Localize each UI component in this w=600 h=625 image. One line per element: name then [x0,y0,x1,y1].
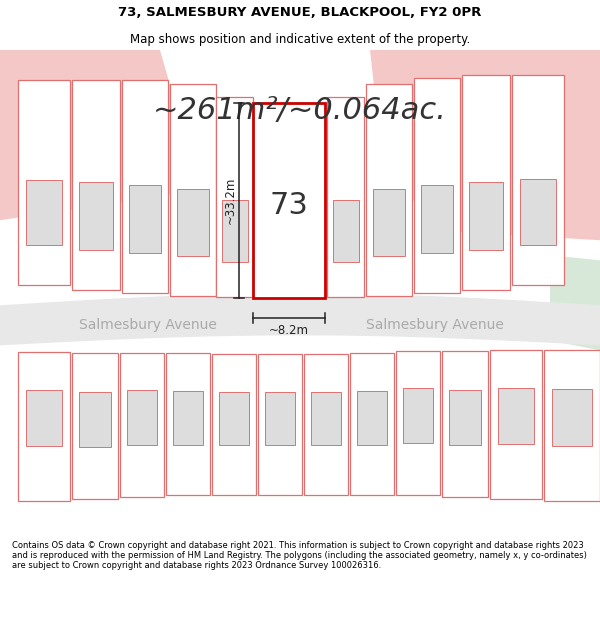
Bar [122,80,168,293]
Bar [177,189,209,256]
Text: ~8.2m: ~8.2m [269,324,309,337]
Bar [166,353,210,494]
Bar [350,353,394,494]
Bar [498,388,534,444]
Bar [544,351,600,501]
Polygon shape [0,293,600,346]
Bar [212,354,256,494]
Bar [127,391,157,444]
Bar [357,391,387,444]
Bar [129,185,161,253]
Bar [253,103,325,298]
Polygon shape [0,50,200,220]
Bar [26,180,62,245]
Bar [552,389,592,446]
Bar [18,352,70,501]
Bar [414,78,460,293]
Bar [173,391,203,444]
Text: Salmesbury Avenue: Salmesbury Avenue [366,318,504,332]
Bar [442,351,488,497]
Bar [333,200,359,262]
Bar [26,391,62,446]
Text: Salmesbury Avenue: Salmesbury Avenue [79,318,217,332]
Bar [170,84,216,296]
Bar [304,354,348,494]
Bar [79,392,111,446]
Text: ~33.2m: ~33.2m [223,177,236,224]
Text: ~261m²/~0.064ac.: ~261m²/~0.064ac. [153,96,447,124]
Text: Contains OS data © Crown copyright and database right 2021. This information is : Contains OS data © Crown copyright and d… [12,541,587,571]
Text: 73: 73 [269,191,308,220]
Bar [72,353,118,499]
Bar [512,75,564,285]
Bar [18,80,70,285]
Bar [469,182,503,250]
Polygon shape [370,50,600,240]
Bar [490,351,542,499]
Bar [311,392,341,444]
Bar [219,392,249,444]
Bar [258,354,302,494]
Text: 73, SALMESBURY AVENUE, BLACKPOOL, FY2 0PR: 73, SALMESBURY AVENUE, BLACKPOOL, FY2 0P… [118,6,482,19]
Bar [79,182,113,250]
Bar [373,189,405,256]
Bar [366,84,412,296]
Bar [120,353,164,497]
Bar [396,351,440,494]
Bar [403,388,433,442]
Bar [265,392,295,444]
Bar [72,80,120,290]
Bar [449,391,481,444]
Bar [222,200,248,262]
Bar [327,97,364,298]
Bar [462,75,510,290]
Bar [216,97,253,298]
Bar [520,179,556,245]
Polygon shape [550,255,600,351]
Bar [421,185,453,253]
Text: Map shows position and indicative extent of the property.: Map shows position and indicative extent… [130,32,470,46]
